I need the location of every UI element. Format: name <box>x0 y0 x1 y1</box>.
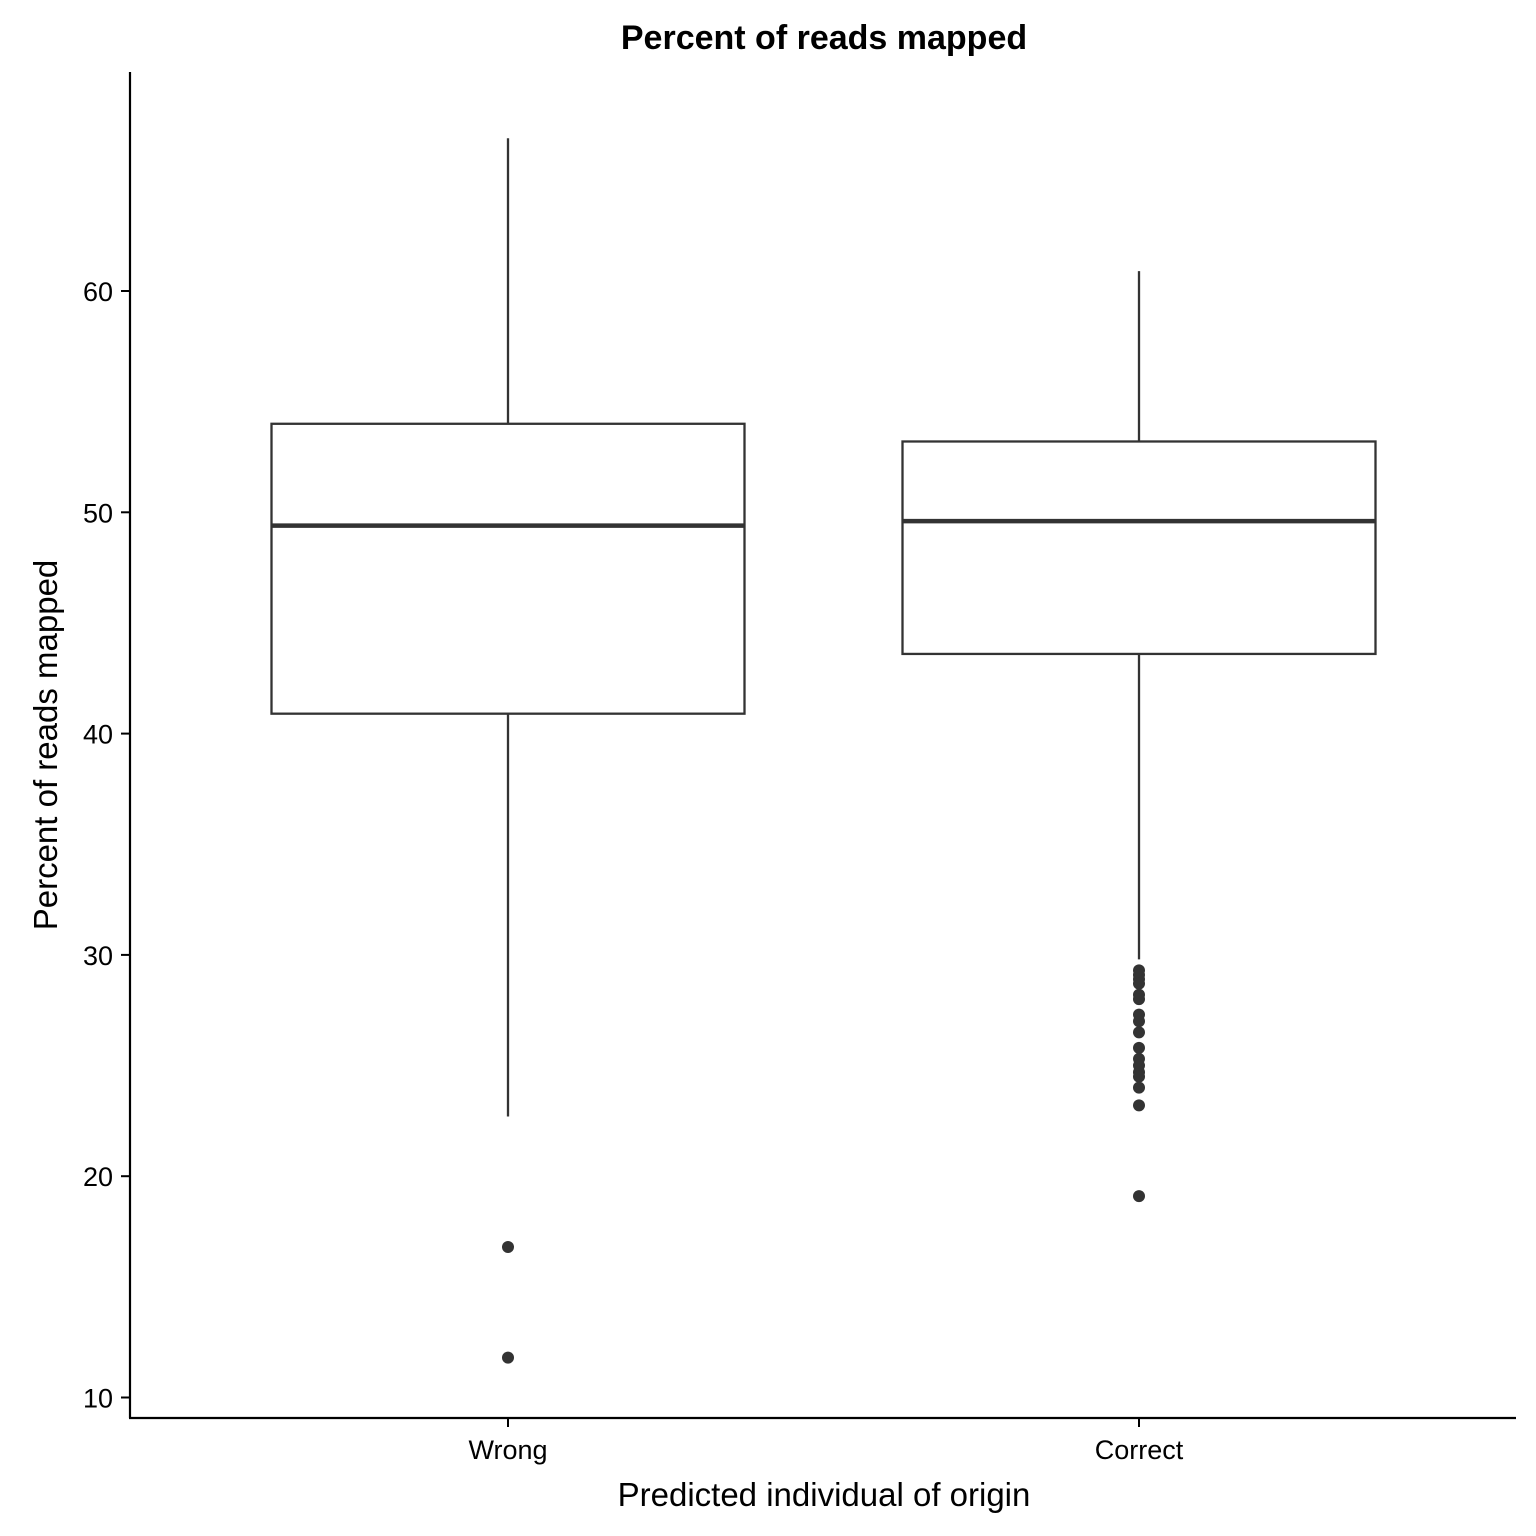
outlier-point-correct <box>1133 1081 1145 1094</box>
x-tick-label-wrong: Wrong <box>468 1435 547 1465</box>
chart-title: Percent of reads mapped <box>621 19 1027 57</box>
x-axis-ticks: Wrong Correct <box>468 1418 1184 1465</box>
plot-area <box>270 138 1377 1364</box>
y-tick-label: 20 <box>83 1162 113 1192</box>
outlier-point-correct <box>1133 1070 1145 1083</box>
x-tick-label-correct: Correct <box>1095 1435 1184 1465</box>
y-tick-label: 50 <box>83 498 113 528</box>
iqr-box-correct <box>901 440 1377 656</box>
outlier-point-wrong <box>502 1351 514 1364</box>
y-tick-label: 30 <box>83 941 113 971</box>
iqr-box-wrong <box>270 422 746 715</box>
outlier-point-correct <box>1133 1041 1145 1054</box>
y-tick-label: 60 <box>83 277 113 307</box>
box-correct <box>901 271 1377 1203</box>
outlier-point-correct <box>1133 1190 1145 1203</box>
outlier-point-correct <box>1133 1026 1145 1039</box>
x-axis-title: Predicted individual of origin <box>618 1476 1031 1513</box>
y-axis-ticks: 10 20 30 40 50 60 <box>83 277 130 1414</box>
outlier-point-correct <box>1133 977 1145 990</box>
y-tick-label: 10 <box>83 1384 113 1414</box>
outlier-point-wrong <box>502 1241 514 1254</box>
y-tick-label: 40 <box>83 720 113 750</box>
outlier-point-correct <box>1133 1015 1145 1028</box>
box-wrong <box>270 138 746 1364</box>
y-axis-title: Percent of reads mapped <box>27 560 64 931</box>
outlier-point-correct <box>1133 1099 1145 1112</box>
outlier-point-correct <box>1133 993 1145 1006</box>
